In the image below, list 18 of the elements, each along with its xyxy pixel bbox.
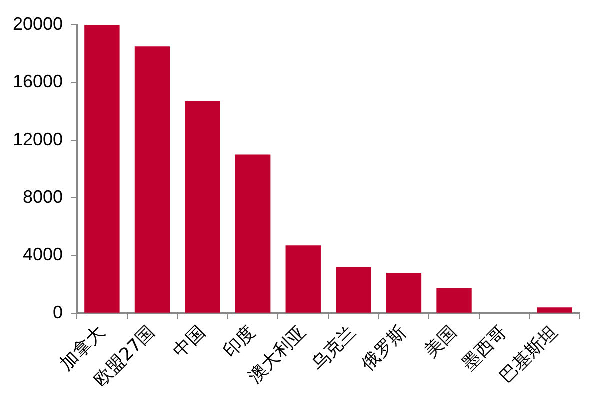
bar — [386, 272, 422, 313]
y-tick-label: 16000 — [12, 72, 64, 92]
bar — [134, 46, 170, 313]
y-tick-label: 0 — [53, 302, 64, 322]
y-tick-label: 12000 — [12, 129, 64, 150]
y-tick-label: 8000 — [23, 186, 64, 207]
y-tick-label: 20000 — [12, 14, 64, 34]
bar — [336, 267, 372, 313]
x-tick-label: 中国 — [169, 322, 210, 362]
bar — [436, 288, 472, 313]
x-tick-label: 美国 — [420, 322, 462, 362]
bar — [84, 25, 120, 313]
x-tick-label: 印度 — [220, 322, 260, 362]
bar — [235, 154, 271, 313]
bar — [185, 101, 220, 313]
y-tick-label: 4000 — [23, 244, 64, 265]
bar — [286, 246, 321, 313]
bar — [537, 308, 572, 313]
